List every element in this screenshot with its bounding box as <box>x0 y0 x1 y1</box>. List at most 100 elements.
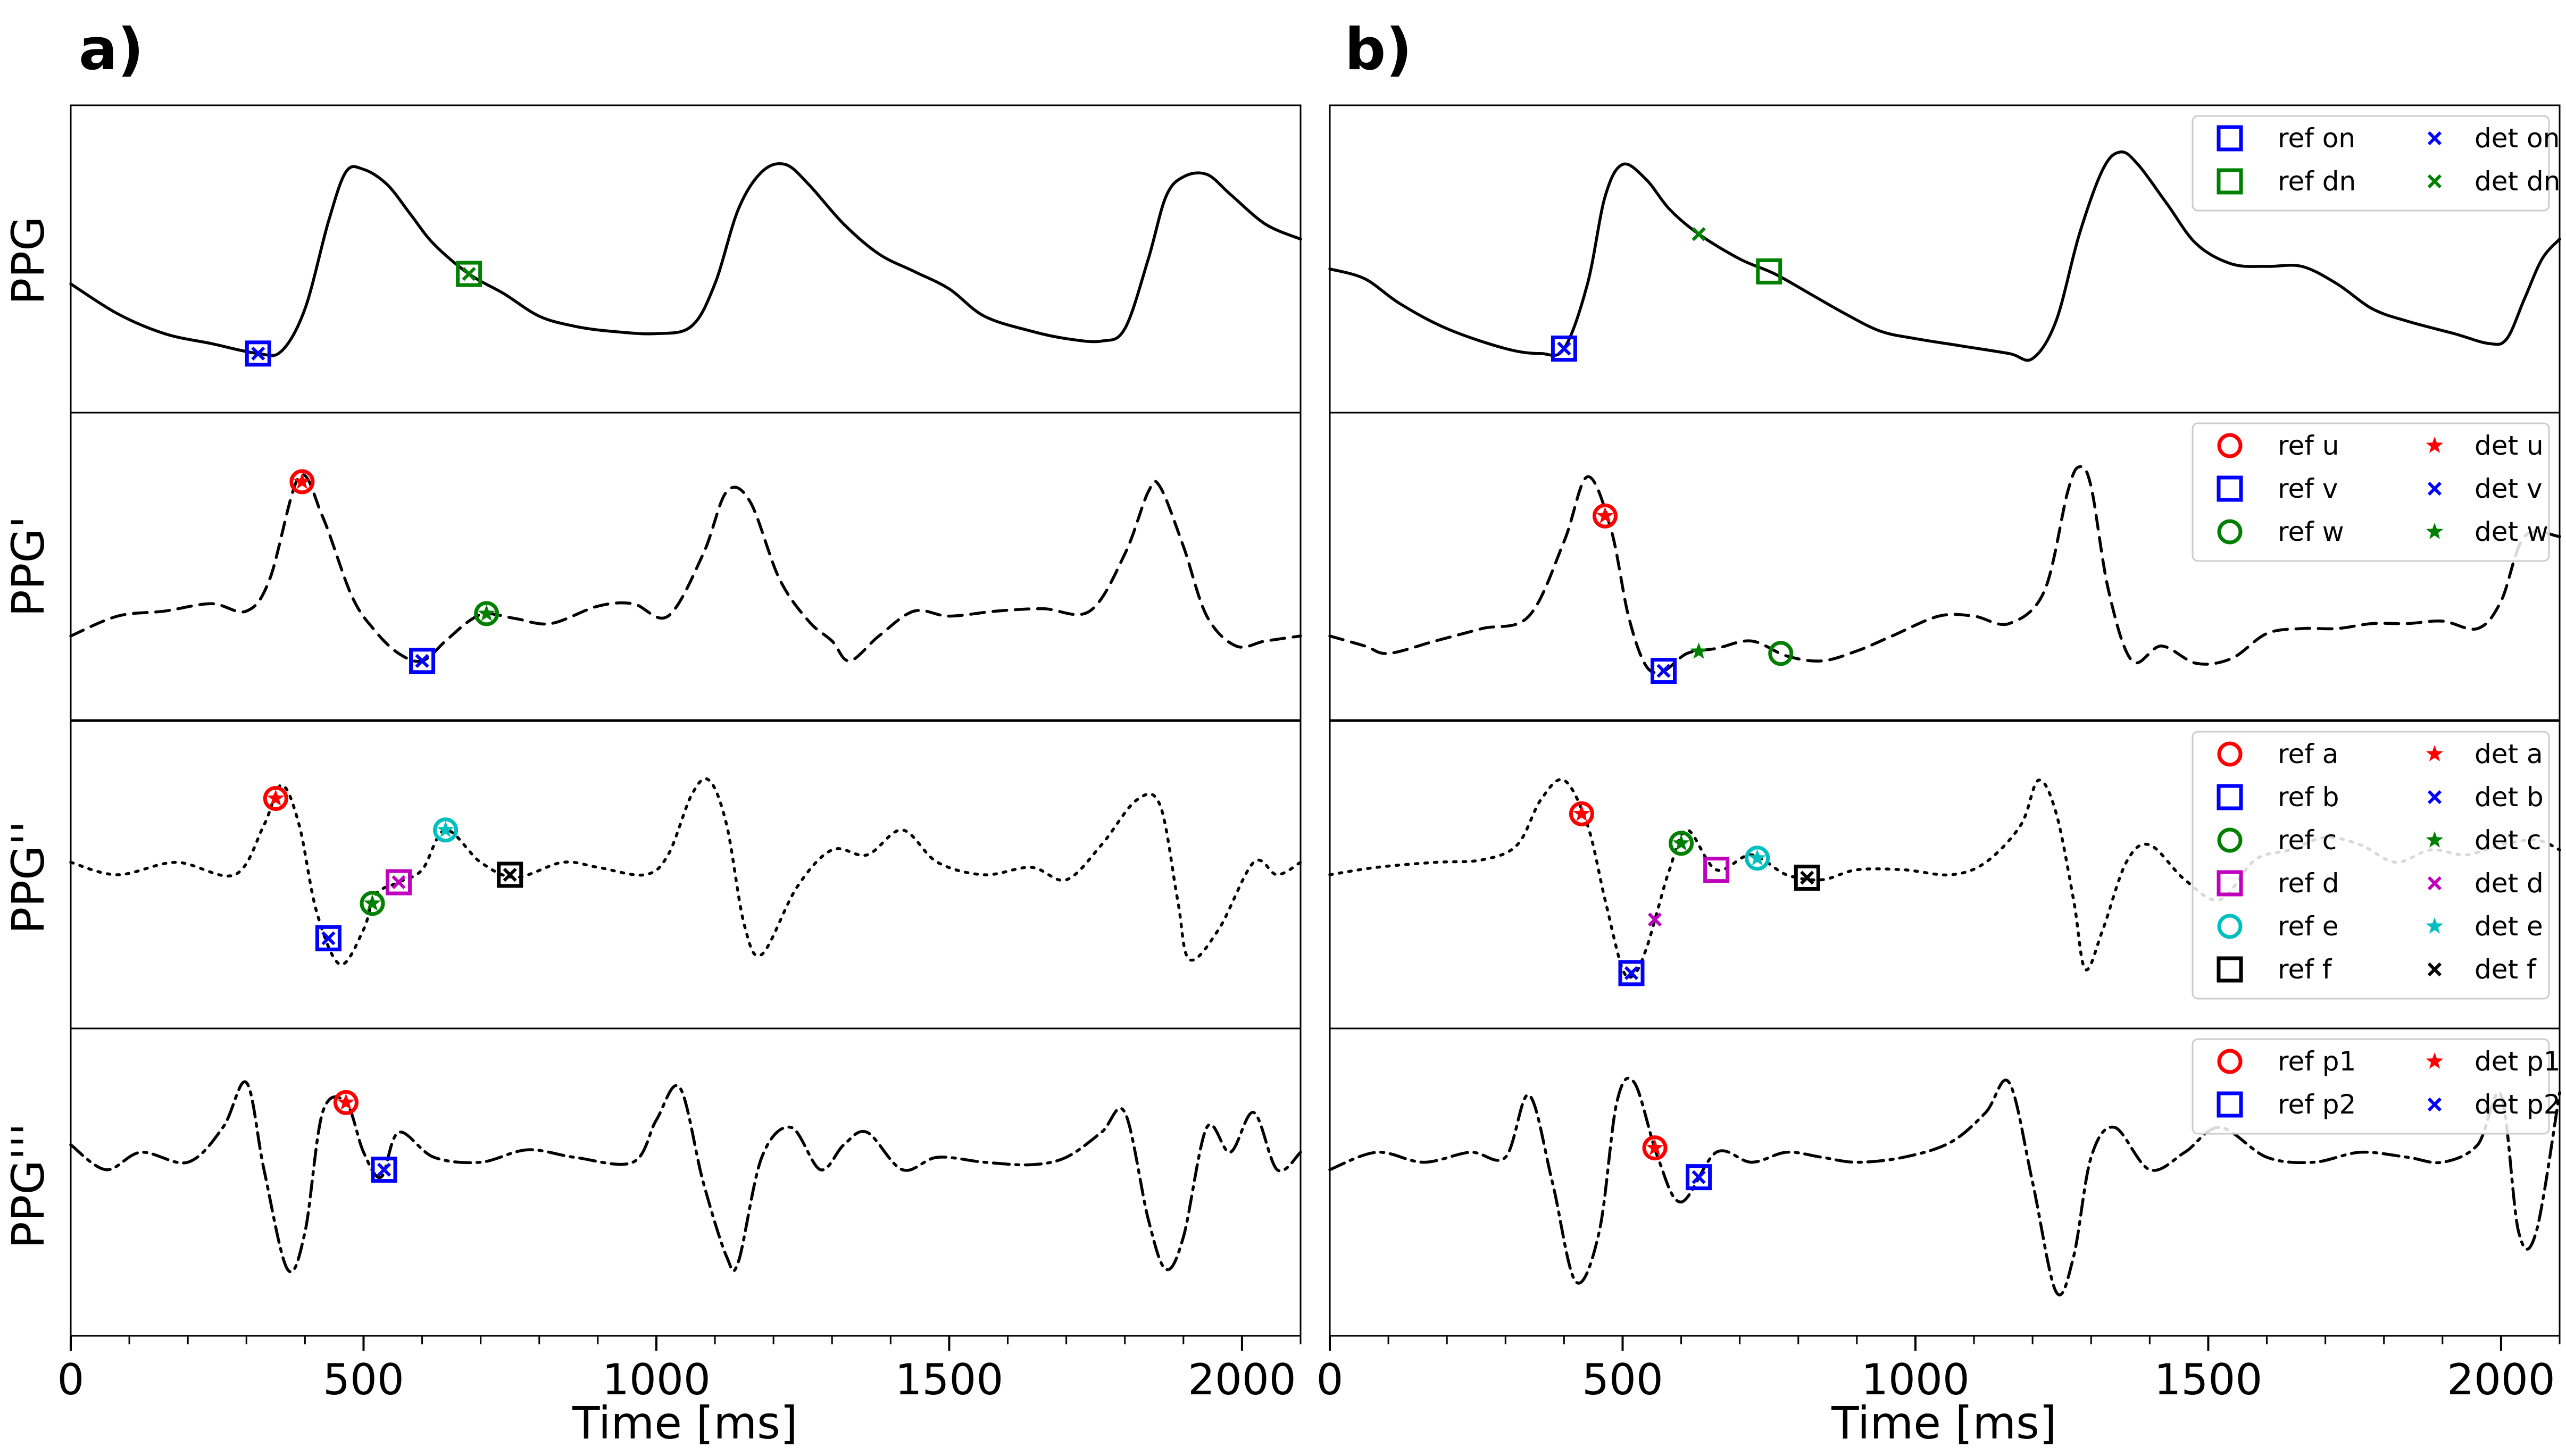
panel-b-det-d-marker <box>1647 913 1662 927</box>
panel-b-det-on-marker <box>1557 341 1571 356</box>
panel-b-det-p1-marker <box>1646 1139 1664 1156</box>
legend-ppg-d2: ref a det a ref b det b ref c det c ref d det d… <box>2192 731 2550 1000</box>
legend-ref-v-label: ref v <box>2278 473 2338 504</box>
panel-b-ref-p2-marker <box>1686 1164 1712 1191</box>
legend-ref-c-label: ref c <box>2278 825 2337 856</box>
panel-b-x-tick-label-500: 500 <box>1582 1355 1663 1404</box>
panel-b-label: b) <box>1345 16 1412 83</box>
panel-b-x-tick-label-2000: 2000 <box>2447 1355 2555 1404</box>
legend-ref-u-label: ref u <box>2278 430 2339 461</box>
legend-ppg-d3-frame <box>2192 1038 2550 1135</box>
panel-b-ppg-d3-signal-line <box>1328 1076 2561 1296</box>
panel-a-det-a-marker <box>267 789 285 806</box>
legend-ref-p1-label: ref p1 <box>2278 1046 2356 1077</box>
legend-ref-on-symbol <box>2217 125 2243 152</box>
panel-a-det-c-marker <box>363 894 381 911</box>
panel-a-ppg-signal-line <box>69 162 1302 357</box>
legend-ref-w-label: ref w <box>2278 516 2344 547</box>
legend-det-b-symbol <box>2427 790 2442 805</box>
legend-ref-u-symbol <box>2217 433 2243 458</box>
legend-det-u-symbol <box>2426 437 2444 453</box>
panel-a-x-tick-label-1000: 1000 <box>602 1355 711 1404</box>
x-axis-label-b: Time [ms] <box>1831 1397 2056 1449</box>
panel-a-ref-a-marker <box>263 785 288 811</box>
panel-a-ref-b-marker <box>315 925 341 951</box>
panel-a-ref-on-marker <box>245 340 271 367</box>
panel-b-ref-b-marker <box>1618 960 1645 986</box>
panel-b-ppg-d1-axes <box>1329 412 2561 721</box>
panel-a-ppg-d2-signal-line <box>69 777 1302 966</box>
panel-b-ref-v-marker <box>1651 658 1677 684</box>
legend-ppg-d1: ref u det u ref v det v ref w det w <box>2192 422 2550 562</box>
legend-det-p2-symbol <box>2427 1097 2442 1112</box>
panel-b-det-u-marker <box>1596 507 1614 523</box>
panel-a-det-p2-marker <box>377 1162 391 1177</box>
legend-ref-f-symbol <box>2217 956 2243 983</box>
panel-b-det-dn-marker <box>1692 227 1706 241</box>
panel-a-det-w-marker <box>478 604 495 621</box>
panel-a-ref-u-marker <box>289 469 315 495</box>
panel-b-det-c-marker <box>1672 834 1690 851</box>
panel-b-ref-w-marker <box>1768 641 1794 666</box>
panel-a-ppg-d3-axes <box>70 1027 1302 1337</box>
legend-ref-f-label: ref f <box>2278 954 2332 985</box>
legend-ref-c-symbol <box>2217 827 2243 853</box>
legend-det-f-symbol <box>2427 962 2442 977</box>
legend-det-dn-symbol <box>2427 174 2442 189</box>
panel-a-ref-d-marker <box>386 869 412 896</box>
legend-det-e-label: det e <box>2475 911 2543 942</box>
panel-a-det-f-marker <box>503 867 517 882</box>
legend-ref-dn-symbol <box>2217 168 2243 195</box>
panel-b-x-tick-label-0: 0 <box>1317 1355 1344 1404</box>
panel-a-x-tick-label-500: 500 <box>323 1355 404 1404</box>
legend-ref-v-symbol <box>2217 475 2243 502</box>
legend-det-v-label: det v <box>2475 473 2543 504</box>
legend-ppg-d3: ref p1 det p1 ref p2 det p2 <box>2192 1038 2561 1135</box>
panel-a-ref-v-marker <box>409 648 436 674</box>
panel-a-ref-e-marker <box>433 817 459 843</box>
panel-b-ref-dn-marker <box>1756 258 1782 284</box>
legend-ppg-d2-frame <box>2192 731 2550 1000</box>
legend-ppg-frame <box>2192 115 2550 212</box>
legend-ref-p1-symbol <box>2217 1049 2243 1074</box>
legend-ppg: ref on det on ref dn det dn <box>2192 115 2560 212</box>
panel-b-x-tick-label-1500: 1500 <box>2154 1355 2263 1404</box>
legend-det-a-label: det a <box>2475 739 2543 769</box>
legend-det-w-symbol <box>2426 523 2444 539</box>
panel-b-det-v-marker <box>1656 664 1671 678</box>
legend-det-dn-label: det dn <box>2475 166 2560 197</box>
plot-layer: 0 500 1000 1500 2000 ref on det on ref dn det dn… <box>57 104 2561 1404</box>
panel-a-ppg-d3-signal-line <box>69 1080 1302 1274</box>
panel-a-det-v-marker <box>415 654 429 668</box>
panel-b-plot: ref on det on ref dn det dn ref u det u ref v d… <box>1317 104 2561 1404</box>
legend-ref-b-label: ref b <box>2278 782 2339 813</box>
panel-a-ref-f-marker <box>497 861 523 888</box>
legend-det-b-label: det b <box>2475 782 2544 813</box>
legend-ref-e-symbol <box>2217 914 2243 939</box>
panel-b-det-e-marker <box>1748 849 1766 866</box>
legend-ref-w-symbol <box>2217 519 2243 545</box>
panel-a-ref-c-marker <box>360 891 385 916</box>
panel-b-det-a-marker <box>1573 805 1590 822</box>
legend-ppg-d1-frame <box>2192 422 2550 562</box>
panel-a-det-dn-marker <box>462 266 476 281</box>
panel-a-ppg-d1-signal-line <box>69 473 1302 663</box>
legend-det-v-symbol <box>2427 481 2442 496</box>
panel-a-ref-dn-marker <box>456 261 482 287</box>
legend-det-d-label: det d <box>2475 868 2544 899</box>
panel-a-x-tick-label-0: 0 <box>57 1355 85 1404</box>
panel-b-ref-p1-marker <box>1642 1135 1668 1161</box>
panel-b-ppg-d2-signal-line <box>1328 778 2561 980</box>
panel-a-x-tick-label-2000: 2000 <box>1188 1355 1296 1404</box>
panel-b-ref-u-marker <box>1592 503 1618 529</box>
legend-det-d-symbol <box>2427 876 2442 891</box>
row-label-ppg-d3: PPG''' <box>2 1123 54 1249</box>
legend-det-p1-symbol <box>2426 1052 2444 1069</box>
panel-a-det-d-marker <box>391 875 406 890</box>
panel-a-x-tick-label-1500: 1500 <box>895 1355 1004 1404</box>
panel-a-det-u-marker <box>293 472 311 489</box>
panel-b-det-w-marker <box>1690 642 1707 659</box>
panel-a-det-p1-marker <box>337 1093 355 1110</box>
